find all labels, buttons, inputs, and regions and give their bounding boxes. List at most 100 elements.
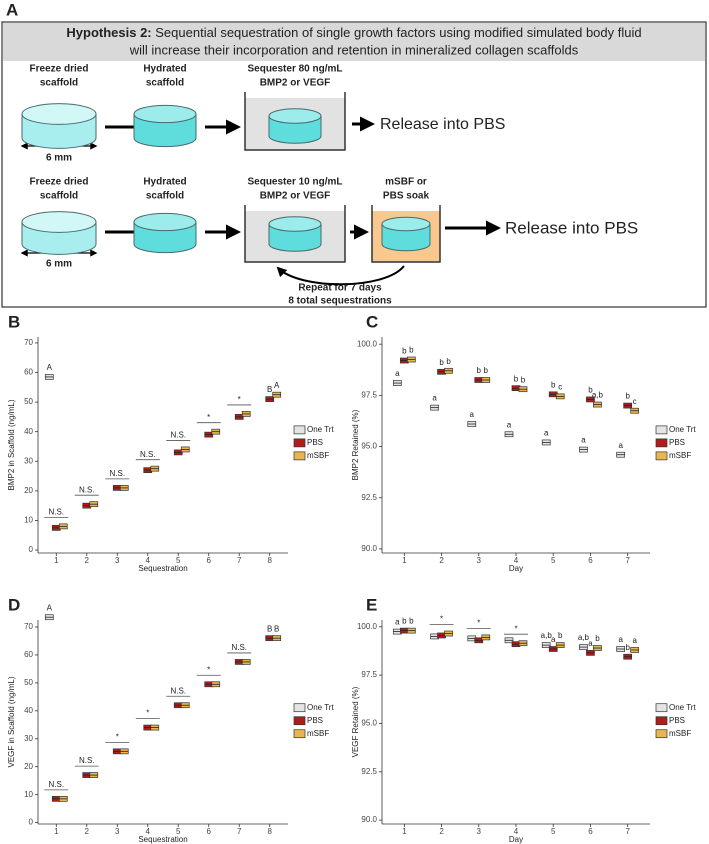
group-letter: b (551, 380, 556, 389)
x-tick-label: 6 (207, 556, 212, 565)
group-letter: a (588, 639, 593, 648)
group-letter: b (409, 346, 414, 355)
group-letter: c (558, 382, 562, 391)
legend-label: PBS (669, 716, 685, 725)
group-letter: b (625, 643, 630, 652)
step-label: Hydrated (143, 64, 186, 75)
group-letter: a (470, 410, 475, 419)
group-letter: B (267, 385, 272, 394)
header-line: Hypothesis 2: Sequential sequestration o… (66, 25, 641, 40)
step-label: scaffold (146, 191, 184, 202)
legend-label: One Trt (669, 703, 696, 712)
header-line: will increase their incorporation and re… (129, 42, 579, 57)
group-letter: b (402, 347, 407, 356)
release-label: Release into PBS (505, 218, 638, 237)
legend-label: One Trt (669, 425, 696, 434)
y-tick-label: 100.0 (357, 339, 378, 348)
x-tick-label: 5 (551, 556, 556, 565)
x-axis-title: Sequestration (138, 835, 187, 844)
legend-key (655, 425, 668, 435)
scaffold-top (133, 104, 197, 124)
group-letter: a,b (578, 633, 590, 642)
step-label: Hydrated (143, 177, 186, 188)
comparison-label: N.S. (79, 756, 95, 765)
group-letter: b (588, 386, 593, 395)
group-letter: a (632, 636, 637, 645)
x-tick-label: 4 (146, 556, 151, 565)
step-label: BMP2 or VEGF (260, 78, 331, 89)
y-tick-label: 0 (29, 818, 34, 827)
comparison-label: N.S. (231, 643, 247, 652)
group-letter: b (409, 617, 414, 626)
group-letter: A (47, 363, 53, 372)
legend-label: mSBF (669, 451, 691, 460)
group-letter: b (484, 366, 489, 375)
x-tick-label: 7 (625, 827, 630, 836)
step-label: Sequester 10 ng/mL (247, 177, 342, 188)
legend-key (655, 438, 668, 448)
group-letter: a (395, 369, 400, 378)
y-tick-label: 30 (24, 456, 33, 465)
y-tick-label: 60 (24, 368, 33, 377)
group-letter: a,b (592, 391, 604, 400)
legend-key (293, 438, 306, 448)
group-letter: a,b (541, 631, 553, 640)
group-letter: a (618, 635, 623, 644)
group-letter: B (267, 624, 272, 633)
y-axis-title: VEGF Retained (%) (351, 686, 360, 757)
x-tick-label: 4 (514, 827, 519, 836)
y-tick-label: 0 (29, 545, 34, 554)
comparison-label: * (477, 619, 480, 628)
x-tick-label: 5 (551, 827, 556, 836)
x-tick-label: 3 (477, 827, 482, 836)
y-tick-label: 95.0 (361, 719, 377, 728)
comparison-label: * (440, 615, 443, 624)
beaker (244, 205, 346, 263)
group-letter: b (477, 366, 482, 375)
comparison-label: * (207, 413, 210, 422)
repeat-label: 8 total sequestrations (288, 296, 392, 307)
legend-label: PBS (669, 438, 685, 447)
x-tick-label: 3 (477, 556, 482, 565)
y-tick-label: 92.5 (361, 767, 377, 776)
beaker (244, 92, 346, 151)
x-tick-label: 1 (54, 556, 59, 565)
panel-letter: B (8, 312, 20, 331)
scaffold (133, 114, 197, 148)
legend-key (293, 703, 306, 713)
group-letter: b (439, 358, 444, 367)
comparison-label: * (238, 395, 241, 404)
comparison-label: * (116, 732, 119, 741)
legend-key (293, 716, 306, 726)
group-letter: b (514, 374, 519, 383)
y-tick-label: 60 (24, 650, 33, 659)
x-tick-label: 3 (115, 827, 120, 836)
legend-label: One Trt (307, 425, 334, 434)
x-tick-label: 3 (115, 556, 120, 565)
group-letter: a (544, 429, 549, 438)
comparison-label: N.S. (49, 780, 65, 789)
y-tick-label: 20 (24, 486, 33, 495)
x-tick-label: 2 (85, 827, 90, 836)
comparison-label: N.S. (140, 450, 156, 459)
group-letter: b (558, 631, 563, 640)
group-letter: b (625, 392, 630, 401)
y-tick-label: 70 (24, 622, 33, 631)
comparison-label: * (207, 665, 210, 674)
legend-label: mSBF (307, 451, 329, 460)
comparison-label: N.S. (170, 686, 186, 695)
y-tick-label: 95.0 (361, 442, 377, 451)
repeat-arrow (276, 265, 405, 286)
x-axis-title: Day (509, 564, 523, 573)
group-letter: a (395, 618, 400, 627)
group-letter: c (633, 397, 637, 406)
x-tick-label: 2 (439, 556, 444, 565)
x-tick-label: 7 (237, 556, 242, 565)
x-tick-label: 6 (588, 827, 593, 836)
header-band (3, 23, 705, 61)
y-tick-label: 70 (24, 338, 33, 347)
beaker (371, 205, 441, 263)
step-label: Freeze dried (30, 64, 89, 75)
scaffold-top (21, 103, 97, 125)
